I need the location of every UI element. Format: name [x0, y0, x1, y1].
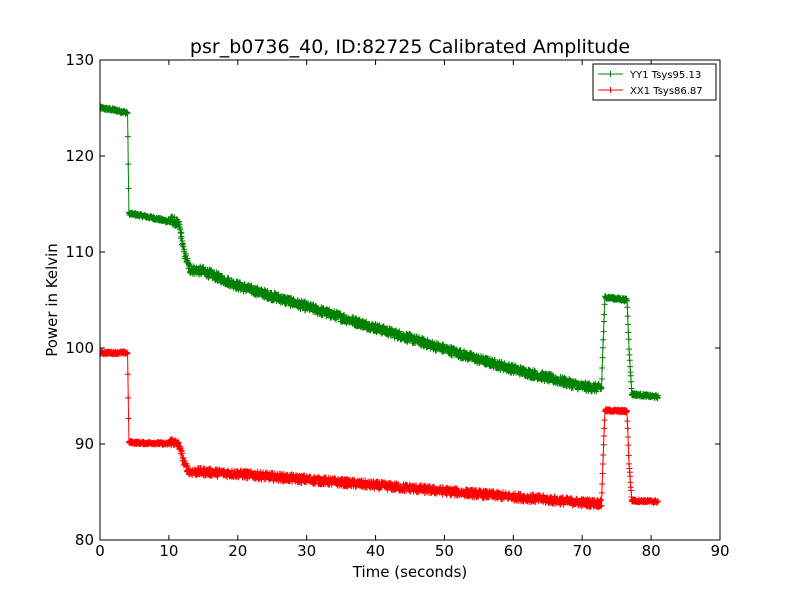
series-markers-0 — [100, 103, 661, 402]
x-axis-label: Time (seconds) — [352, 563, 468, 581]
series-layer — [100, 103, 661, 511]
x-tick-label: 0 — [95, 542, 105, 560]
y-tick-label: 100 — [65, 339, 94, 357]
legend-box — [592, 63, 717, 101]
x-tick-label: 20 — [228, 542, 247, 560]
legend-entries: YY1 Tsys95.13 XX1 Tsys86.87 — [598, 70, 703, 97]
legend-label: XX1 Tsys86.87 — [630, 86, 703, 97]
legend: YY1 Tsys95.13 XX1 Tsys86.87 — [592, 63, 717, 101]
x-tick-labels: 0 10 20 30 40 50 60 70 80 90 — [95, 542, 729, 560]
y-tick-labels: 80 90 100 110 120 130 — [65, 51, 94, 549]
legend-marker — [607, 87, 614, 93]
chart-title: psr_b0736_40, ID:82725 Calibrated Amplit… — [190, 36, 630, 58]
legend-marker — [607, 71, 614, 77]
y-tick-label: 130 — [65, 51, 94, 69]
x-tick-label: 30 — [297, 542, 316, 560]
x-tick-label: 80 — [642, 542, 661, 560]
plot-frame — [99, 59, 721, 541]
y-tick-label: 80 — [75, 531, 94, 549]
series-0 — [100, 103, 661, 402]
x-tick-label: 70 — [573, 542, 592, 560]
x-tick-label: 40 — [366, 542, 385, 560]
x-tick-label: 50 — [435, 542, 454, 560]
y-tick-label: 120 — [65, 147, 94, 165]
series-1 — [100, 348, 661, 511]
y-tick-label: 90 — [75, 435, 94, 453]
y-tick-label: 110 — [65, 243, 94, 261]
x-tick-label: 60 — [504, 542, 523, 560]
x-tick-label: 90 — [710, 542, 729, 560]
series-markers-1 — [100, 348, 661, 511]
legend-label: YY1 Tsys95.13 — [629, 70, 701, 81]
x-tick-label: 10 — [159, 542, 178, 560]
y-axis-label: Power in Kelvin — [43, 243, 61, 357]
plot-area — [99, 59, 721, 541]
